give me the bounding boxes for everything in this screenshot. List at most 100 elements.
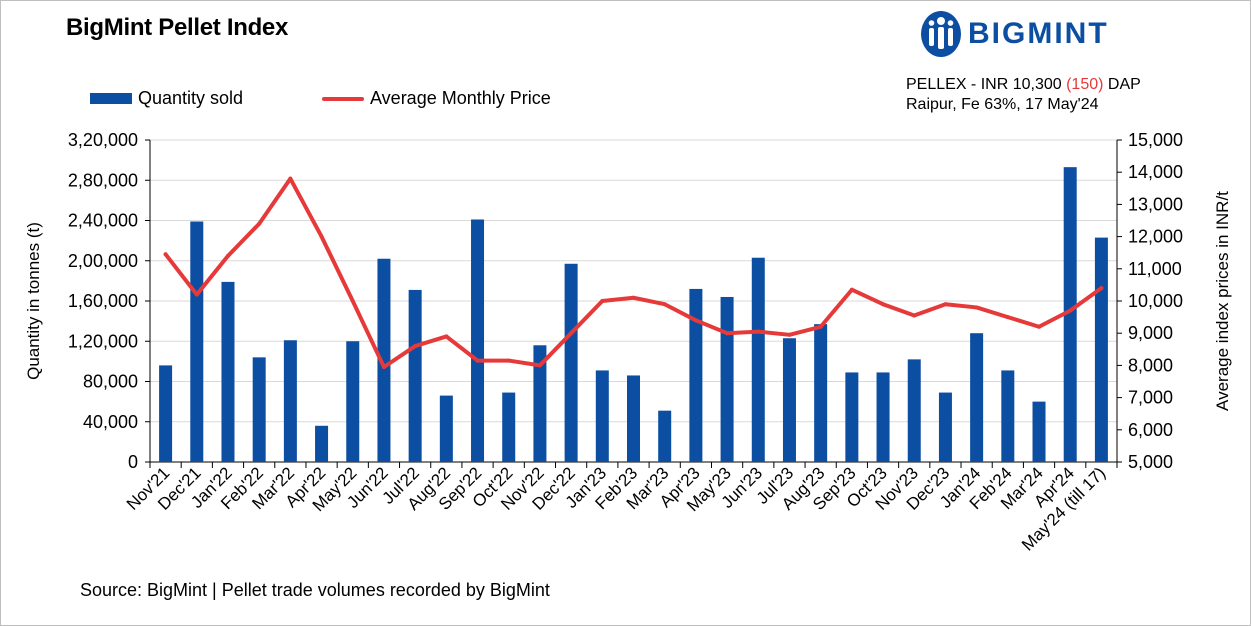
bar — [627, 375, 640, 462]
pellex-change: (150) — [1066, 76, 1104, 93]
legend-item-quantity: Quantity sold — [90, 88, 243, 109]
bar — [907, 359, 921, 462]
bar — [782, 338, 796, 462]
price-point — [1068, 308, 1073, 313]
bar — [439, 395, 453, 462]
price-point — [257, 221, 262, 226]
bar — [564, 263, 578, 462]
bar — [658, 410, 672, 462]
price-point — [194, 292, 199, 297]
price-point — [537, 363, 542, 368]
bar — [1001, 370, 1015, 462]
price-point — [444, 334, 449, 339]
price-point — [974, 305, 979, 310]
bar — [190, 221, 204, 462]
price-point — [225, 253, 230, 258]
price-point — [849, 287, 854, 292]
y2-tick-label: 6,000 — [1128, 420, 1173, 440]
chart-title: BigMint Pellet Index — [66, 14, 289, 41]
price-point — [381, 365, 386, 370]
price-point — [163, 252, 168, 257]
pellex-price-line: PELLEX - INR 10,300 (150) DAP — [906, 75, 1141, 95]
pellex-info: PELLEX - INR 10,300 (150) DAP Raipur, Fe… — [906, 75, 1141, 115]
y-tick-label: 1,20,000 — [68, 331, 138, 351]
y-tick-label: 2,40,000 — [68, 211, 138, 231]
y2-tick-label: 10,000 — [1128, 291, 1183, 311]
bar — [471, 219, 485, 462]
price-point — [569, 331, 574, 336]
pellex-price: PELLEX - INR 10,300 — [906, 76, 1062, 93]
bar — [595, 370, 609, 462]
bar — [1094, 237, 1108, 462]
bar — [938, 392, 952, 462]
bar — [845, 372, 859, 462]
y-axis-label: Quantity in tonnes (t) — [24, 222, 43, 380]
price-point — [319, 234, 324, 239]
price-point — [756, 329, 761, 334]
y2-tick-label: 12,000 — [1128, 227, 1183, 247]
bar — [377, 258, 391, 462]
logo-text: BIGMINT — [968, 17, 1109, 50]
price-point — [600, 299, 605, 303]
price-point — [818, 324, 823, 329]
bar — [876, 372, 890, 462]
bar — [502, 392, 516, 462]
bar — [689, 288, 703, 462]
legend-bar-label: Quantity sold — [138, 88, 244, 108]
bar — [252, 357, 266, 462]
bar — [970, 333, 984, 462]
bar — [720, 296, 734, 462]
bar — [159, 365, 173, 462]
source-note: Source: BigMint | Pellet trade volumes r… — [80, 580, 550, 600]
price-point — [725, 331, 730, 336]
bar — [221, 281, 235, 462]
legend-bar-swatch — [90, 93, 132, 104]
y2-tick-label: 9,000 — [1128, 323, 1173, 343]
price-point — [662, 302, 667, 307]
price-point — [787, 332, 792, 337]
price-point — [288, 176, 293, 181]
pellex-location-line: Raipur, Fe 63%, 17 May'24 — [906, 96, 1099, 113]
price-point — [912, 313, 917, 318]
price-line — [163, 176, 1104, 370]
legend-line-swatch — [322, 96, 364, 101]
y-tick-label: 0 — [128, 452, 138, 472]
price-point — [1037, 324, 1042, 329]
price-point — [475, 358, 480, 363]
price-point — [413, 344, 418, 349]
y2-tick-label: 7,000 — [1128, 388, 1173, 408]
bar — [814, 324, 828, 462]
y-tick-label: 1,60,000 — [68, 291, 138, 311]
bar — [1032, 401, 1046, 462]
y2-axis-label: Average index prices in INR/t — [1213, 191, 1232, 411]
y-tick-label: 2,00,000 — [68, 251, 138, 271]
price-point — [1099, 286, 1104, 291]
price-point — [1005, 315, 1010, 320]
y2-tick-label: 8,000 — [1128, 355, 1173, 375]
y-tick-label: 2,80,000 — [68, 170, 138, 190]
bar — [315, 425, 329, 462]
legend-item-price: Average Monthly Price — [322, 88, 551, 109]
price-point — [350, 299, 355, 303]
y2-tick-label: 13,000 — [1128, 194, 1183, 214]
price-point — [631, 295, 636, 300]
y2-tick-label: 15,000 — [1128, 130, 1183, 150]
legend-line-label: Average Monthly Price — [370, 88, 551, 108]
y2-tick-label: 11,000 — [1128, 259, 1182, 279]
price-point — [693, 318, 698, 323]
y-tick-label: 3,20,000 — [68, 130, 138, 150]
bar — [408, 289, 422, 462]
y-tick-label: 80,000 — [83, 372, 138, 392]
price-point — [881, 302, 886, 307]
y2-tick-label: 14,000 — [1128, 162, 1183, 182]
bigmint-logo: BIGMINT — [920, 10, 1109, 58]
price-point — [506, 358, 511, 363]
bigmint-logo-icon — [921, 11, 961, 57]
bar — [283, 340, 297, 462]
bar — [751, 257, 765, 462]
price-point — [943, 302, 948, 307]
pellex-basis: DAP — [1107, 76, 1141, 93]
bar — [533, 345, 547, 462]
y-tick-label: 40,000 — [83, 412, 138, 432]
